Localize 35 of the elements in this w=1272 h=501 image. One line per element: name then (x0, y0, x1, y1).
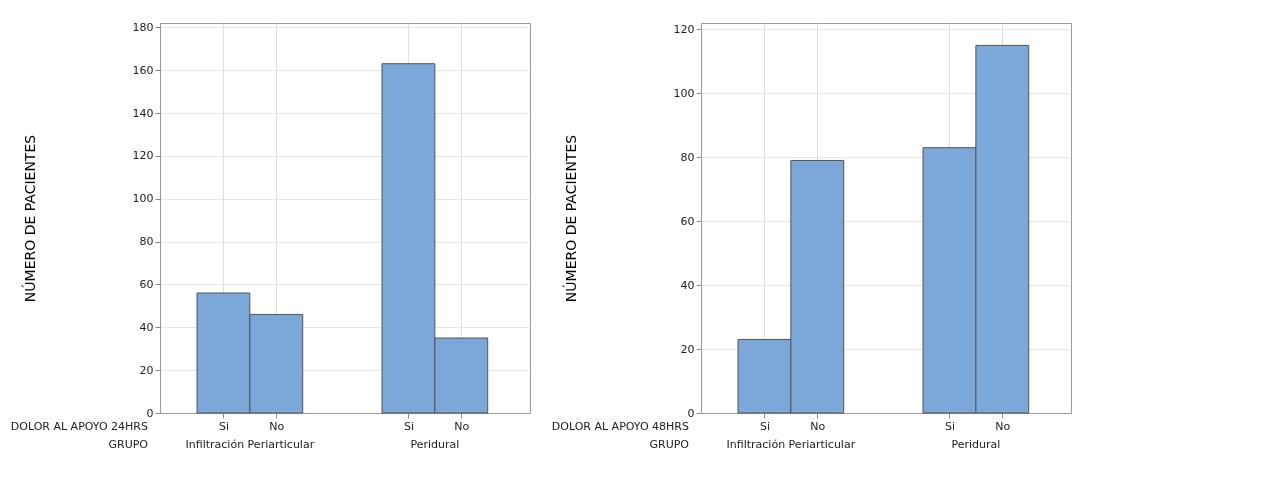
x-tick-label: No (810, 419, 826, 433)
x-tick-label: Si (218, 419, 229, 433)
y-tick-label: 0 (146, 406, 154, 420)
y-tick-label: 120 (673, 22, 695, 36)
y-tick-label: 140 (132, 106, 154, 120)
y-tick-label: 100 (673, 86, 695, 100)
text: GRUPO (649, 438, 690, 451)
x-tick-label: No (454, 419, 470, 433)
x-tick-label: No (995, 419, 1011, 433)
x-tick-label: Si (944, 419, 955, 433)
y-tick-label: 180 (132, 20, 154, 34)
y-tick-label: 60 (139, 277, 154, 291)
text: Infiltración Periarticular (726, 438, 856, 451)
y-tick-label: 80 (680, 150, 695, 164)
y-tick-label: 80 (139, 235, 154, 249)
text: Peridural (951, 438, 1001, 451)
x-tick-label: No (269, 419, 285, 433)
x-tick-label: Si (403, 419, 414, 433)
y-axis-title: NÚMERO DE PACIENTES (561, 134, 579, 303)
y-tick-label: 20 (680, 342, 695, 356)
y-tick-label: 40 (680, 278, 695, 292)
text: DOLOR AL APOYO 48HRS (551, 420, 690, 433)
y-tick-label: 100 (132, 192, 154, 206)
text: Peridural (410, 438, 460, 451)
y-tick-label: 20 (139, 363, 154, 377)
text: GRUPO (108, 438, 149, 451)
y-tick-label: 120 (132, 149, 154, 163)
y-tick-label: 160 (132, 63, 154, 77)
text: Infiltración Periarticular (185, 438, 315, 451)
y-tick-label: 60 (680, 214, 695, 228)
x-tick-label: Si (759, 419, 770, 433)
y-axis-title: NÚMERO DE PACIENTES (20, 134, 38, 303)
text: DOLOR AL APOYO 24HRS (10, 420, 149, 433)
y-tick-label: 40 (139, 320, 154, 334)
y-tick-label: 0 (687, 406, 695, 420)
